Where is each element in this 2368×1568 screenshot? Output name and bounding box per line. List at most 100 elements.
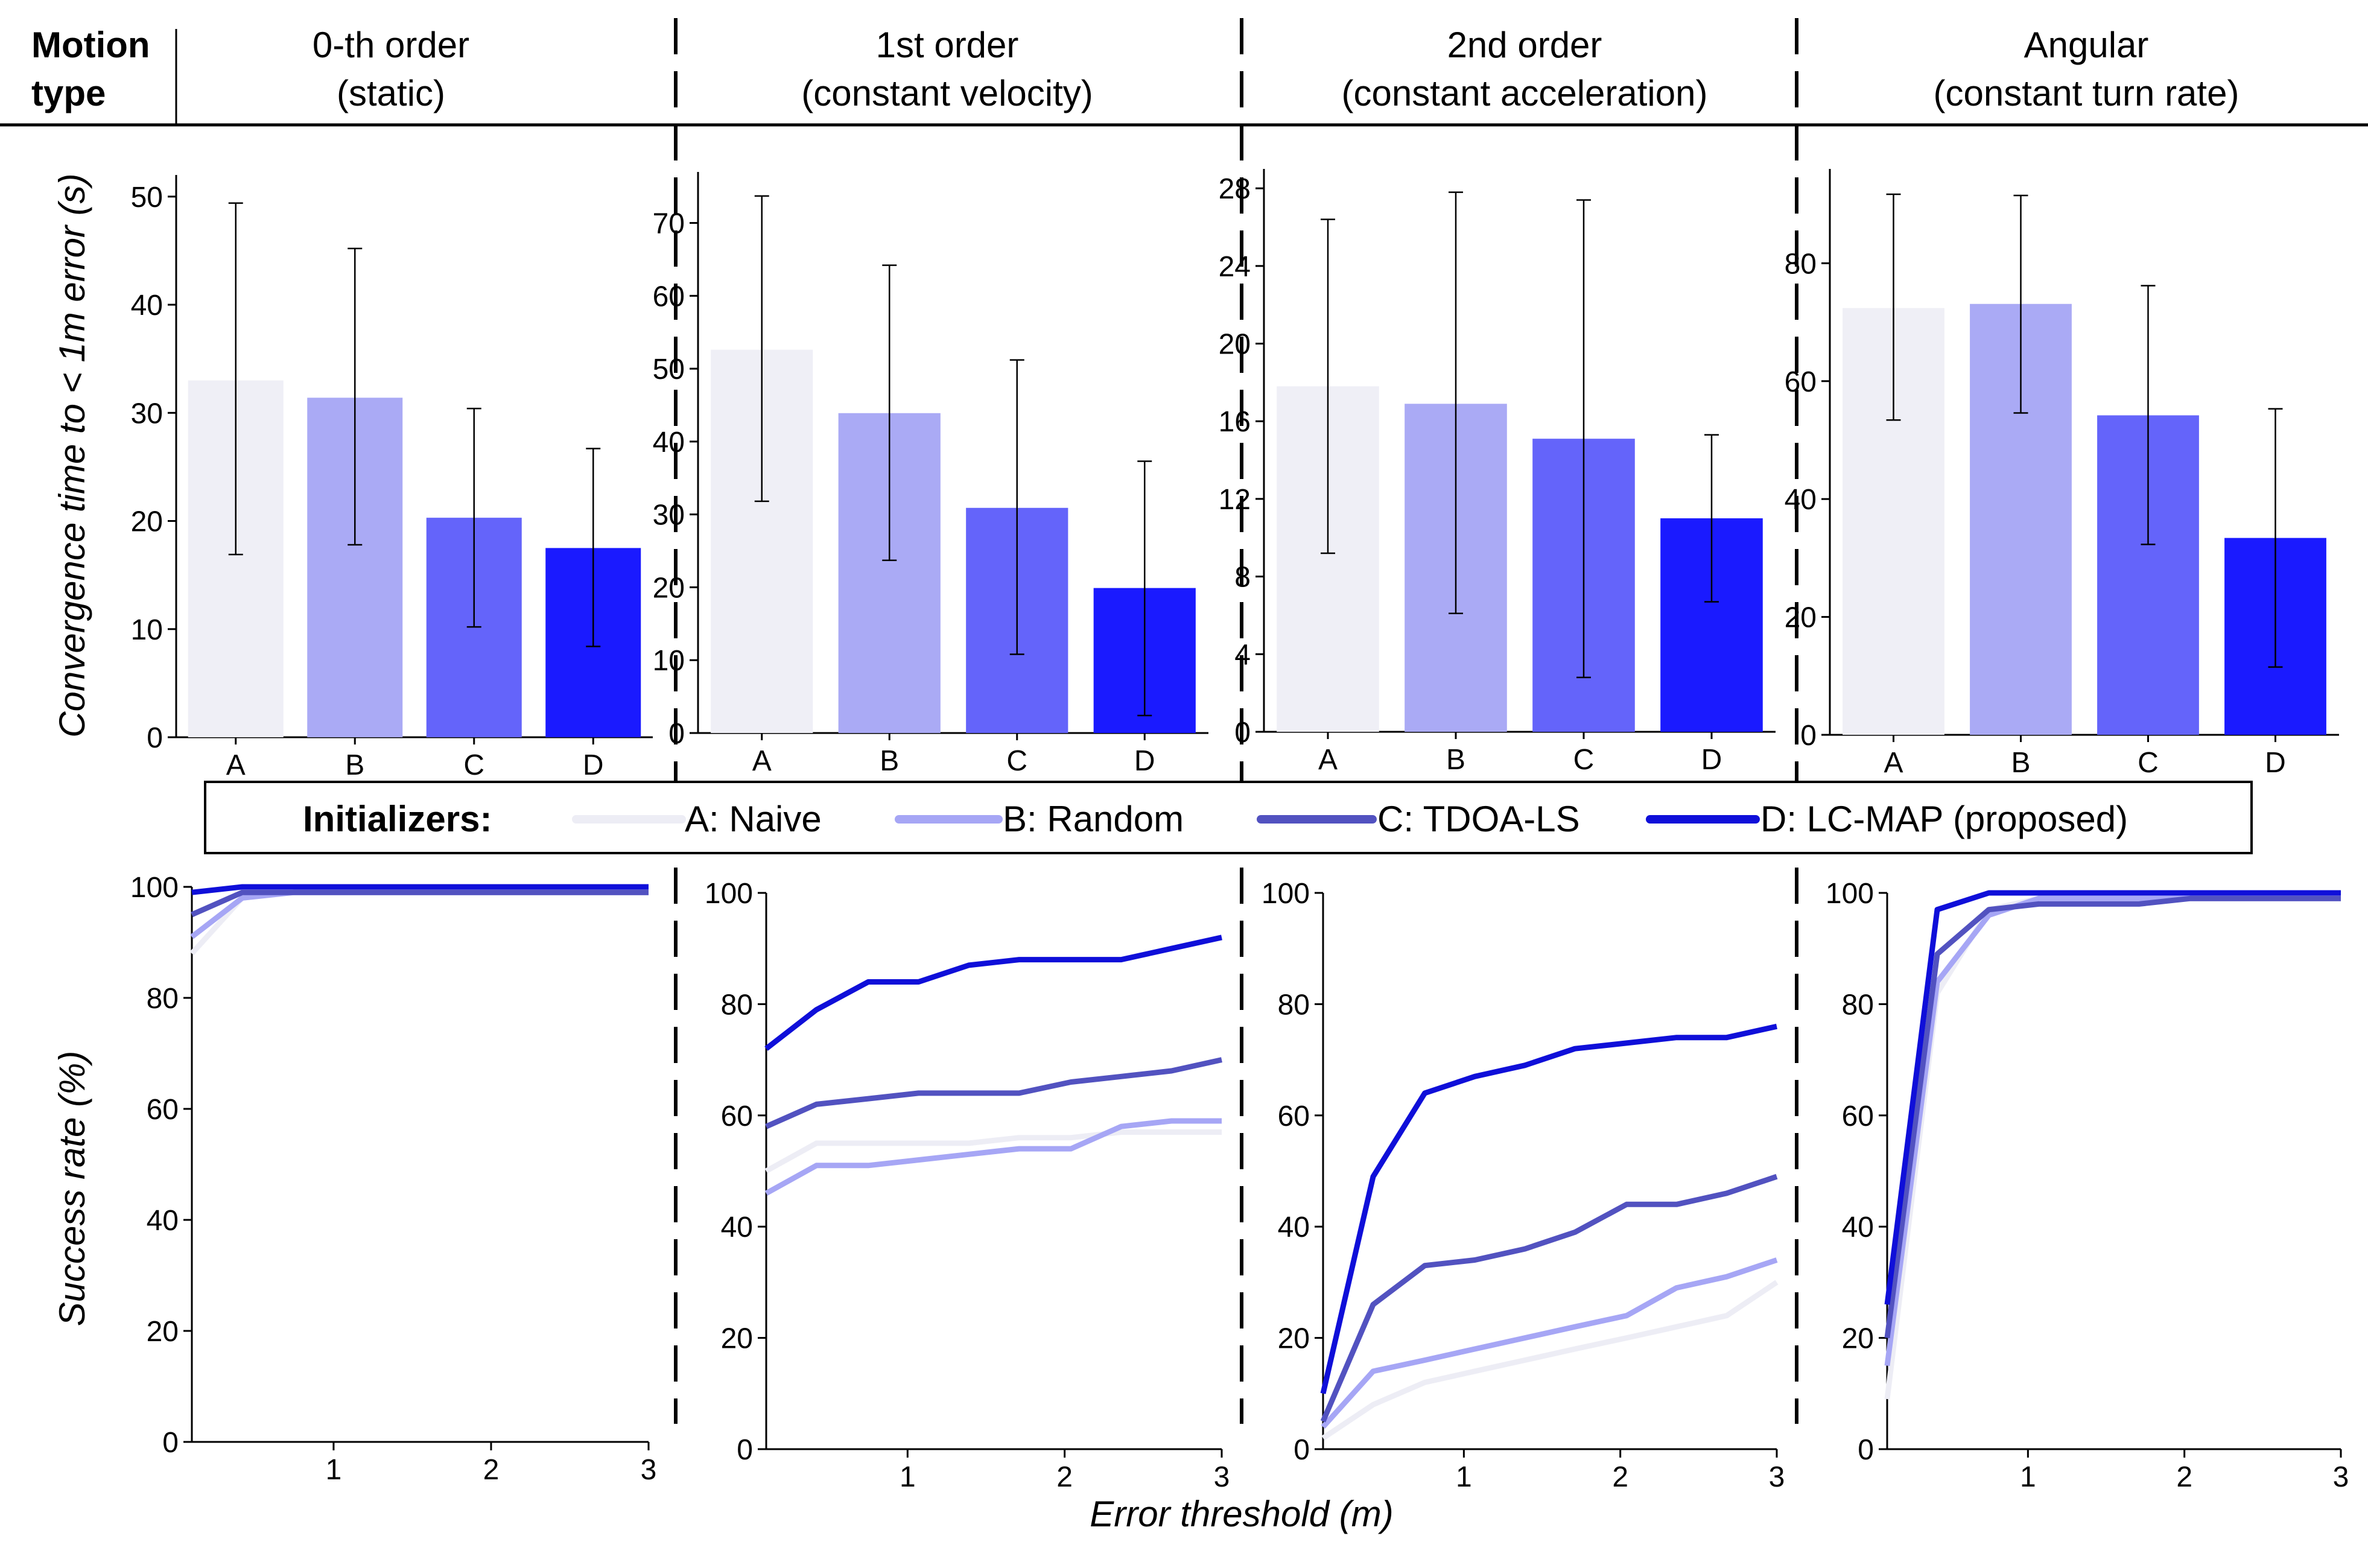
series-line-a: [1321, 1280, 1779, 1441]
y-tick-label: 0: [162, 1427, 179, 1459]
x-tick-label-A: A: [1318, 744, 1338, 776]
y-tick-label: 10: [131, 614, 163, 646]
column-separators: [674, 18, 1798, 1424]
col-2-subtitle: (constant velocity): [801, 73, 1093, 113]
y-tick-label: 30: [653, 500, 685, 532]
y-tick-label: 16: [1219, 406, 1251, 438]
bar-chart-4: 0 20 40 60 80 A B C D: [1785, 169, 2339, 779]
series-line-d: [1884, 890, 2341, 1305]
series-line-b: [764, 1118, 1222, 1196]
y-tick-label: 20: [131, 506, 163, 538]
y-tick-label: 60: [147, 1094, 179, 1126]
y-tick-label: 40: [653, 427, 685, 459]
y-tick-label: 80: [147, 983, 179, 1015]
y-tick-label: 80: [1785, 248, 1817, 280]
x-tick-label-A: A: [226, 749, 246, 781]
legend-label-c: C: TDOA-LS: [1377, 799, 1580, 839]
series-line-b: [190, 889, 649, 939]
x-tick-label: 2: [483, 1454, 500, 1486]
y-tick-label: 40: [131, 290, 163, 322]
series-line-c: [191, 889, 649, 918]
y-tick-label: 40: [1785, 484, 1817, 516]
y-tick-label: 0: [1858, 1434, 1874, 1466]
y-tick-label: 40: [1842, 1211, 1874, 1243]
line-x-axis-label: Error threshold (m): [1090, 1494, 1393, 1534]
x-tick-label-C: C: [1573, 744, 1595, 776]
y-tick-label: 28: [1219, 173, 1251, 205]
col-3-title: 2nd order: [1447, 25, 1602, 65]
bar-y-axis-label: Convergence time to < 1m error (s): [52, 173, 92, 737]
y-tick-label: 10: [653, 645, 685, 677]
series-line-d: [1320, 1023, 1777, 1394]
x-tick-label-A: A: [1884, 747, 1903, 779]
y-tick-label: 60: [721, 1100, 753, 1132]
x-tick-label: 2: [2176, 1461, 2192, 1493]
y-tick-label: 70: [653, 208, 685, 240]
y-tick-label: 60: [653, 281, 685, 313]
y-tick-label: 100: [130, 872, 179, 904]
header: Motion type 0-th order (static) 1st orde…: [0, 25, 2368, 127]
line-y-axis-label: Success rate (%): [52, 1051, 92, 1327]
col-1-title: 0-th order: [313, 25, 469, 65]
x-tick-label: 2: [1056, 1461, 1073, 1493]
y-tick-label: 100: [1262, 878, 1310, 910]
x-tick-label: 1: [1456, 1461, 1472, 1493]
x-tick-label: 3: [2333, 1461, 2349, 1493]
x-tick-label: 3: [1769, 1461, 1785, 1493]
y-tick-label: 40: [1278, 1211, 1310, 1243]
x-tick-label: 3: [641, 1454, 657, 1486]
legend-label-d: D: LC-MAP (proposed): [1760, 799, 2128, 839]
x-tick-label-B: B: [880, 745, 899, 777]
col-1-subtitle: (static): [337, 73, 445, 113]
y-tick-label: 60: [1785, 366, 1817, 398]
x-tick-label: 2: [1612, 1461, 1628, 1493]
x-tick-label-B: B: [2011, 747, 2030, 779]
y-tick-label: 20: [1278, 1323, 1310, 1355]
series-line-a: [1884, 895, 2341, 1400]
series-line-d: [191, 884, 649, 895]
y-tick-label: 24: [1219, 251, 1251, 283]
col-2-title: 1st order: [876, 25, 1019, 65]
y-tick-label: 0: [668, 718, 685, 750]
legend-label-a: A: Naive: [685, 799, 822, 839]
x-tick-label-D: D: [583, 749, 604, 781]
legend-label-b: B: Random: [1003, 799, 1184, 839]
line-chart-4: 0 20 40 60 80 100 1 2 3: [1826, 878, 2349, 1493]
y-tick-label: 80: [721, 989, 753, 1021]
series-line-a: [189, 889, 649, 956]
series-line-c: [765, 1057, 1222, 1129]
y-tick-label: 40: [721, 1211, 753, 1243]
y-tick-label: 60: [1842, 1100, 1874, 1132]
series-line-a: [764, 1129, 1222, 1173]
x-tick-label-C: C: [1006, 745, 1027, 777]
y-tick-label: 4: [1234, 639, 1251, 671]
bar-chart-1: 0 10 20 30 40 50 A B C D: [131, 175, 653, 781]
y-tick-label: 30: [131, 398, 163, 430]
y-tick-label: 0: [1800, 720, 1817, 752]
y-tick-label: 50: [653, 354, 685, 386]
y-tick-label: 60: [1278, 1100, 1310, 1132]
y-tick-label: 20: [1219, 329, 1251, 361]
y-tick-label: 20: [1842, 1323, 1874, 1355]
y-tick-label: 20: [1785, 602, 1817, 634]
y-tick-label: 20: [147, 1316, 179, 1348]
x-tick-label: 1: [326, 1454, 342, 1486]
series-line-d: [764, 935, 1222, 1051]
motion-type-label-line2: type: [31, 73, 106, 113]
y-tick-label: 100: [705, 878, 753, 910]
series-line-c: [1320, 1173, 1778, 1423]
x-tick-label: 1: [2020, 1461, 2036, 1493]
y-tick-label: 80: [1278, 989, 1310, 1021]
y-tick-label: 0: [147, 722, 163, 754]
y-tick-label: 0: [1294, 1434, 1310, 1466]
legend: Initializers: A: Naive B: Random C: TDOA…: [204, 781, 2253, 854]
col-4-subtitle: (constant turn rate): [1934, 73, 2239, 113]
y-tick-label: 20: [653, 572, 685, 604]
series-line-c: [1884, 895, 2341, 1339]
y-tick-label: 0: [737, 1434, 753, 1466]
x-tick-label-D: D: [1701, 744, 1722, 776]
x-tick-label-B: B: [345, 749, 364, 781]
y-tick-label: 100: [1826, 878, 1874, 910]
